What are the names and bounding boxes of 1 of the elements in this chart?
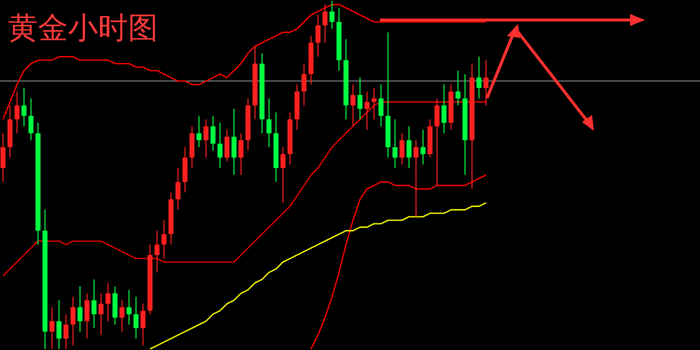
title: 黄金小时图 bbox=[8, 11, 158, 46]
